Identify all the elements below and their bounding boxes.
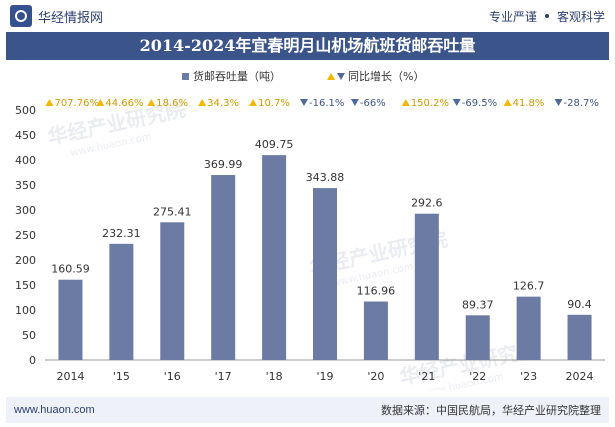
growth-label: 41.8% bbox=[513, 98, 545, 109]
bar-value-label: 89.37 bbox=[462, 298, 494, 311]
growth-up-triangle-icon bbox=[96, 99, 105, 106]
bar-value-label: 369.99 bbox=[204, 158, 243, 171]
footer: www.huaon.com 数据来源：中国民航局，华经产业研究院整理 bbox=[6, 397, 609, 423]
separator-dot-icon bbox=[544, 14, 549, 18]
x-tick-label: '15 bbox=[113, 370, 130, 383]
footer-url[interactable]: www.huaon.com bbox=[14, 404, 95, 416]
footer-source: 数据来源：中国民航局，华经产业研究院整理 bbox=[381, 404, 601, 417]
x-tick-label: 2014 bbox=[56, 370, 84, 383]
growth-label: 10.7% bbox=[258, 98, 290, 109]
y-tick-label: 150 bbox=[15, 279, 36, 292]
y-tick-label: 350 bbox=[15, 179, 36, 192]
x-tick-label: '20 bbox=[367, 370, 384, 383]
legend-bar-swatch bbox=[182, 73, 189, 80]
y-tick-label: 250 bbox=[15, 229, 36, 242]
growth-down-triangle-icon bbox=[452, 99, 461, 106]
x-tick-label: '21 bbox=[418, 370, 435, 383]
growth-label: -28.7% bbox=[564, 98, 599, 109]
growth-up-triangle-icon bbox=[401, 99, 410, 106]
x-tick-label: '16 bbox=[164, 370, 181, 383]
y-tick-label: 50 bbox=[22, 329, 36, 342]
growth-label: -16.1% bbox=[309, 98, 344, 109]
growth-label: 18.6% bbox=[156, 98, 188, 109]
bar bbox=[516, 296, 541, 360]
growth-down-triangle-icon bbox=[350, 99, 359, 106]
y-tick-label: 300 bbox=[15, 204, 36, 217]
bar bbox=[465, 315, 490, 360]
x-tick-label: '22 bbox=[469, 370, 486, 383]
bar bbox=[211, 175, 236, 360]
growth-label: 44.66% bbox=[105, 98, 143, 109]
x-tick-label: '19 bbox=[316, 370, 333, 383]
brand[interactable]: 华经情报网 bbox=[10, 5, 103, 27]
bar-value-label: 126.7 bbox=[513, 280, 545, 293]
legend-growth-label: 同比增长（%） bbox=[348, 69, 424, 83]
y-tick-label: 0 bbox=[29, 354, 36, 367]
bar bbox=[109, 243, 134, 360]
legend-down-triangle-icon bbox=[337, 73, 345, 80]
huajing-logo-icon bbox=[10, 5, 32, 27]
legend-up-triangle-icon bbox=[327, 73, 335, 80]
bar-value-label: 90.4 bbox=[567, 298, 592, 311]
bar-value-label: 275.41 bbox=[153, 205, 192, 218]
slogan-tag-1: 专业严谨 bbox=[488, 9, 537, 24]
growth-down-triangle-icon bbox=[300, 99, 308, 106]
x-tick-label: '17 bbox=[215, 370, 232, 383]
y-tick-label: 450 bbox=[15, 129, 36, 142]
y-tick-label: 500 bbox=[15, 104, 36, 117]
bar bbox=[567, 314, 592, 360]
bar bbox=[363, 301, 388, 360]
bar-value-label: 409.75 bbox=[255, 138, 294, 151]
bar-value-label: 292.6 bbox=[411, 197, 443, 210]
x-tick-label: '18 bbox=[266, 370, 283, 383]
y-tick-label: 200 bbox=[15, 254, 36, 267]
bar-value-label: 343.88 bbox=[306, 171, 345, 184]
bar bbox=[414, 213, 439, 360]
bar bbox=[160, 222, 185, 360]
slogan: 专业严谨 客观科学 bbox=[489, 8, 605, 25]
legend-bar-label: 货邮吞吐量（吨） bbox=[193, 69, 281, 83]
bar-chart: 华经产业研究院www.huaon.com华经产业研究院www.huaon.com… bbox=[15, 69, 605, 390]
growth-up-triangle-icon bbox=[198, 99, 207, 106]
top-bar: 华经情报网 专业严谨 客观科学 bbox=[0, 0, 615, 32]
growth-up-triangle-icon bbox=[503, 99, 512, 106]
bar bbox=[313, 188, 337, 360]
slogan-tag-2: 客观科学 bbox=[556, 9, 605, 24]
growth-up-triangle-icon bbox=[249, 99, 258, 106]
chart-title: 2014-2024年宜春明月山机场航班货邮吞吐量 bbox=[6, 32, 609, 60]
bar-value-label: 116.96 bbox=[357, 285, 396, 298]
x-tick-label: '23 bbox=[520, 370, 537, 383]
growth-up-triangle-icon bbox=[147, 99, 156, 106]
bar-value-label: 232.31 bbox=[102, 227, 141, 240]
y-tick-label: 100 bbox=[15, 304, 36, 317]
bar bbox=[262, 155, 287, 360]
chart-area: 华经产业研究院 www.huaon.com 华经产业研究院 www.huaon.com… bbox=[0, 60, 615, 390]
x-tick-label: 2024 bbox=[566, 370, 594, 383]
bar bbox=[58, 279, 83, 360]
brand-name: 华经情报网 bbox=[38, 10, 104, 26]
y-tick-label: 400 bbox=[15, 154, 36, 167]
growth-up-triangle-icon bbox=[45, 99, 54, 106]
growth-label: -66% bbox=[360, 98, 386, 109]
growth-label: 34.3% bbox=[207, 98, 239, 109]
bar-value-label: 160.59 bbox=[51, 263, 90, 276]
growth-down-triangle-icon bbox=[554, 99, 563, 106]
growth-label: -69.5% bbox=[462, 98, 497, 109]
growth-label: 707.76% bbox=[54, 98, 99, 109]
growth-label: 150.2% bbox=[411, 98, 449, 109]
